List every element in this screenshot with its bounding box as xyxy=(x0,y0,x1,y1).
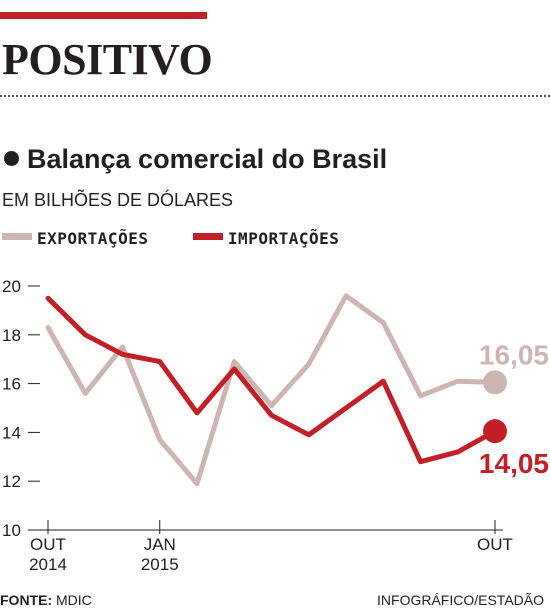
end-label-exports: 16,05 xyxy=(479,339,549,370)
x-tick-label: OUT xyxy=(30,535,66,554)
top-accent-rule xyxy=(0,12,207,19)
chart-subtitle: EM BILHÕES DE DÓLARES xyxy=(2,190,234,210)
legend-item-exports: EXPORTAÇÕES xyxy=(2,229,148,249)
y-tick-label: 18 xyxy=(2,326,21,345)
x-tick-label: JAN xyxy=(144,535,176,554)
y-tick-label: 12 xyxy=(2,472,21,491)
source-label: FONTE: xyxy=(0,592,53,608)
source-value: MDIC xyxy=(56,592,92,608)
x-tick-label: OUT xyxy=(477,535,513,554)
source-note: FONTE: MDIC xyxy=(0,591,92,609)
y-tick-label: 10 xyxy=(2,521,21,540)
y-tick-label: 14 xyxy=(2,423,21,442)
legend-label-imports: IMPORTAÇÕES xyxy=(227,229,340,248)
endpoint-exports xyxy=(483,370,507,395)
chart-title-block: Balança comercial do Brasil xyxy=(4,142,387,176)
legend-swatch-exports xyxy=(2,233,32,240)
x-tick-label: 2015 xyxy=(141,555,179,574)
legend-swatch-imports xyxy=(192,233,223,240)
y-tick-label: 16 xyxy=(2,375,21,394)
series-line-imports xyxy=(45,295,498,465)
y-tick-label: 20 xyxy=(2,277,21,296)
legend-label-exports: EXPORTAÇÕES xyxy=(37,229,149,248)
endpoint-imports xyxy=(483,419,507,444)
page-headline: POSITIVO xyxy=(2,35,213,84)
end-label-imports: 14,05 xyxy=(479,448,549,479)
series-line-exports xyxy=(45,293,498,487)
chart-title: Balança comercial do Brasil xyxy=(27,144,388,174)
dotted-divider xyxy=(0,95,550,97)
bullet-icon xyxy=(4,151,19,166)
x-tick-label: 2014 xyxy=(29,555,67,574)
legend-item-imports: IMPORTAÇÕES xyxy=(192,229,340,249)
chart-legend: EXPORTAÇÕES IMPORTAÇÕES xyxy=(2,229,379,255)
credit-note: INFOGRÁFICO/ESTADÃO xyxy=(377,592,544,608)
